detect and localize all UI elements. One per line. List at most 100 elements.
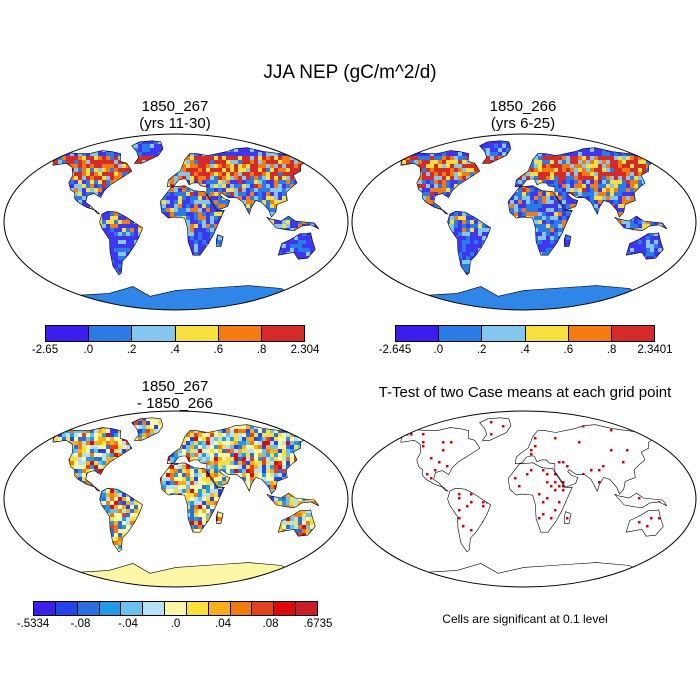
grid-cell <box>190 192 194 196</box>
grid-cell <box>114 268 118 272</box>
grid-cell <box>550 216 554 220</box>
grid-cell <box>266 413 270 417</box>
grid-cell <box>234 192 238 196</box>
grid-cell <box>302 308 306 312</box>
grid-cell <box>602 196 606 200</box>
grid-cell <box>610 188 614 192</box>
grid-cell <box>186 160 190 164</box>
grid-cell <box>110 152 114 156</box>
grid-cell <box>342 304 346 308</box>
grid-cell <box>362 268 366 272</box>
grid-cell <box>478 228 482 232</box>
grid-cell <box>118 252 122 256</box>
grid-cell <box>438 168 442 172</box>
grid-cell <box>238 164 242 168</box>
grid-cell <box>154 140 158 144</box>
grid-cell <box>90 132 94 136</box>
grid-cell <box>478 224 482 228</box>
grid-cell <box>422 176 426 180</box>
grid-cell <box>274 160 278 164</box>
grid-cell <box>110 164 114 168</box>
grid-cell <box>6 413 10 417</box>
grid-cell <box>602 164 606 168</box>
grid-cell <box>462 232 466 236</box>
grid-cell <box>542 200 546 204</box>
grid-cell <box>30 413 34 417</box>
grid-cell <box>338 180 342 184</box>
grid-cell <box>22 144 26 148</box>
grid-cell <box>322 300 326 304</box>
grid-cell <box>10 413 14 417</box>
grid-cell <box>122 308 126 312</box>
grid-cell <box>82 196 86 200</box>
grid-cell <box>398 132 402 136</box>
grid-cell <box>550 160 554 164</box>
grid-cell <box>274 132 278 136</box>
landmass-australia <box>626 232 664 260</box>
grid-cell <box>342 188 346 192</box>
grid-cell <box>58 152 62 156</box>
grid-cell <box>278 172 282 176</box>
grid-cell <box>66 160 70 164</box>
grid-cell <box>518 200 522 204</box>
grid-cell <box>322 284 326 288</box>
grid-cell <box>406 148 410 152</box>
grid-cell <box>242 429 246 433</box>
grid-cell <box>242 200 246 204</box>
grid-cell <box>210 180 214 184</box>
grid-cell <box>362 172 366 176</box>
grid-cell <box>2 421 6 425</box>
grid-cell <box>534 220 538 224</box>
grid-cell <box>606 192 610 196</box>
grid-cell <box>306 433 310 437</box>
grid-cell <box>298 409 302 413</box>
grid-cell <box>450 224 454 228</box>
grid-cell <box>118 240 122 244</box>
grid-cell <box>646 292 650 296</box>
grid-cell <box>294 164 298 168</box>
grid-cell <box>558 212 562 216</box>
grid-cell <box>238 409 242 413</box>
grid-cell <box>198 208 202 212</box>
grid-cell <box>534 208 538 212</box>
grid-cell <box>274 180 278 184</box>
grid-cell <box>254 188 258 192</box>
grid-cell <box>326 148 330 152</box>
grid-cell <box>614 168 618 172</box>
grid-cell <box>278 180 282 184</box>
grid-cell <box>690 188 694 192</box>
grid-cell <box>10 296 14 300</box>
grid-cell <box>426 140 430 144</box>
grid-cell <box>562 200 566 204</box>
grid-cell <box>630 136 634 140</box>
grid-cell <box>2 268 6 272</box>
grid-cell <box>626 156 630 160</box>
grid-cell <box>266 168 270 172</box>
grid-cell <box>642 164 646 168</box>
grid-cell <box>550 208 554 212</box>
grid-cell <box>326 413 330 417</box>
grid-cell <box>558 188 562 192</box>
grid-cell <box>566 172 570 176</box>
grid-cell <box>618 168 622 172</box>
grid-cell <box>358 180 362 184</box>
grid-cell <box>206 160 210 164</box>
grid-cell <box>286 136 290 140</box>
grid-cell <box>558 224 562 228</box>
grid-cell <box>14 180 18 184</box>
grid-cell <box>562 172 566 176</box>
grid-cell <box>682 176 686 180</box>
grid-cell <box>194 156 198 160</box>
grid-cell <box>174 208 178 212</box>
grid-cell <box>350 276 354 280</box>
grid-cell <box>610 164 614 168</box>
grid-cell <box>322 144 326 148</box>
grid-cell <box>590 184 594 188</box>
grid-cell <box>402 152 406 156</box>
grid-cell <box>358 172 362 176</box>
panel-title-case2-line1: 1850_266 <box>489 98 557 115</box>
grid-cell <box>270 156 274 160</box>
grid-cell <box>646 244 650 248</box>
grid-cell <box>66 433 70 437</box>
panel-title-case1: 1850_267 (yrs 11-30) <box>75 98 275 132</box>
